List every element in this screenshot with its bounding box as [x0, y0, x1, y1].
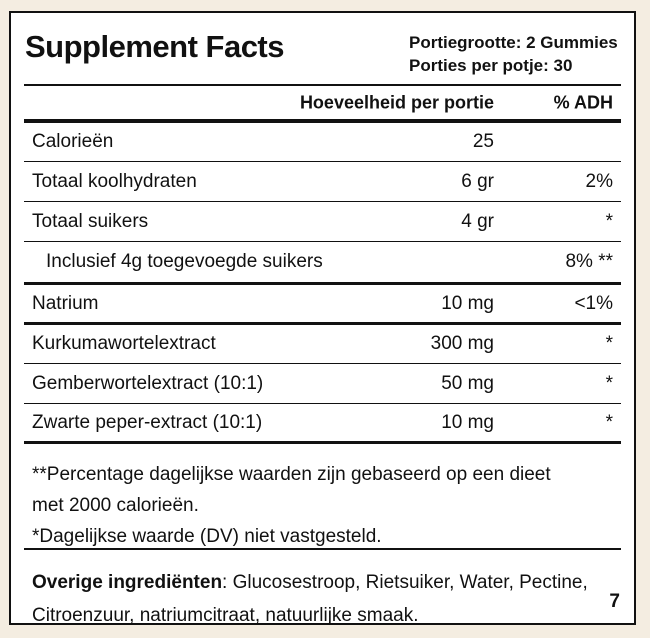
divider — [24, 322, 621, 325]
amount: 50 mg — [441, 372, 494, 394]
table-row: Zwarte peper-extract (10:1) 10 mg * — [24, 404, 621, 441]
amount: 6 gr — [461, 170, 494, 192]
servings-per-container: Porties per potje: 30 — [409, 56, 573, 75]
nutrient-name: Natrium — [32, 292, 99, 314]
ingredients-text: : Glucosestroop, Rietsuiker, Water, Pect… — [32, 572, 588, 626]
table-row: Gemberwortelextract (10:1) 50 mg * — [24, 364, 621, 403]
serving-size: Portiegrootte: 2 Gummies — [409, 33, 618, 52]
footnote: **Percentage dagelijkse waarden zijn geb… — [32, 464, 551, 516]
divider — [24, 548, 621, 550]
amount: 10 mg — [441, 411, 494, 433]
footnotes: **Percentage dagelijkse waarden zijn geb… — [32, 459, 572, 552]
daily-value: * — [605, 411, 613, 433]
supplement-facts-panel: Supplement Facts Portiegrootte: 2 Gummie… — [9, 11, 636, 626]
amount: 25 — [472, 131, 494, 152]
dv-header: % ADH — [553, 92, 613, 113]
footnote: *Dagelijkse waarde (DV) niet vastgesteld… — [32, 526, 382, 547]
divider — [24, 161, 621, 162]
amount: 4 gr — [461, 210, 494, 232]
daily-value: 2% — [585, 170, 613, 192]
nutrient-name: Inclusief 4g toegevoegde suikers — [46, 251, 323, 272]
amount: 300 mg — [430, 333, 494, 354]
nutrient-name: Totaal koolhydraten — [32, 170, 197, 192]
column-header: Hoeveelheid per portie % ADH — [24, 86, 621, 120]
divider — [24, 441, 621, 444]
ingredients-label: Overige ingrediënten — [32, 572, 223, 593]
table-row: Totaal suikers 4 gr * — [24, 202, 621, 241]
divider — [24, 201, 621, 202]
divider — [24, 241, 621, 242]
table-row: Inclusief 4g toegevoegde suikers 8% ** — [24, 242, 621, 282]
ingredients: Overige ingrediënten: Glucosestroop, Rie… — [32, 566, 592, 632]
serving-info: Portiegrootte: 2 Gummies Porties per pot… — [409, 31, 618, 77]
daily-value: * — [605, 372, 613, 394]
nutrient-name: Gemberwortelextract (10:1) — [32, 372, 264, 394]
nutrient-name: Zwarte peper-extract (10:1) — [32, 411, 263, 433]
nutrient-name: Kurkumawortelextract — [32, 333, 216, 354]
nutrient-name: Calorieën — [32, 131, 114, 152]
amount-header: Hoeveelheid per portie — [299, 92, 494, 113]
daily-value: <1% — [574, 292, 613, 314]
divider — [24, 84, 621, 86]
table-row: Kurkumawortelextract 300 mg * — [24, 325, 621, 363]
divider — [24, 403, 621, 404]
table-row: Totaal koolhydraten 6 gr 2% — [24, 162, 621, 201]
divider — [24, 363, 621, 364]
daily-value: * — [605, 210, 613, 232]
divider — [24, 119, 621, 123]
daily-value: * — [605, 333, 613, 354]
table-row: Natrium 10 mg <1% — [24, 285, 621, 322]
amount: 10 mg — [441, 292, 494, 314]
daily-value: 8% ** — [565, 251, 613, 272]
nutrient-name: Totaal suikers — [32, 210, 149, 232]
table-row: Calorieën 25 — [24, 123, 621, 161]
page-number: 7 — [609, 591, 620, 612]
divider — [24, 282, 621, 285]
title: Supplement Facts — [25, 29, 285, 64]
